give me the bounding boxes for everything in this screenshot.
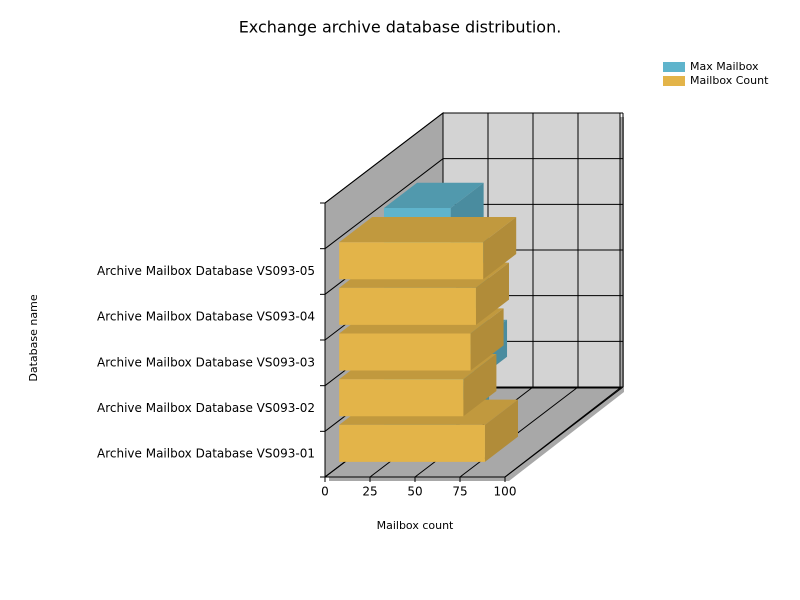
legend-label: Max Mailbox [690, 60, 759, 73]
bar-side [470, 308, 504, 371]
x-axis-title: Mailbox count [377, 519, 454, 532]
grid-line [459, 386, 579, 478]
bar-front [339, 424, 485, 462]
grid-line [504, 386, 624, 478]
bar-top [384, 182, 484, 208]
legend-label: Mailbox Count [690, 74, 769, 87]
bar-side [463, 354, 497, 417]
bar-top [339, 217, 517, 243]
bar-front [339, 242, 484, 280]
legend-swatch [663, 76, 685, 86]
y-tick-label: Archive Mailbox Database VS093-01 [97, 447, 315, 461]
bar-side [483, 217, 517, 280]
x-tick-label: 50 [407, 485, 422, 499]
x-tick-label: 100 [494, 485, 517, 499]
y-tick-label: Archive Mailbox Database VS093-03 [97, 355, 315, 369]
bar-front [339, 287, 476, 325]
grid-line [324, 158, 444, 250]
x-tick-label: 75 [452, 485, 467, 499]
bar [339, 217, 517, 280]
x-tick-label: 0 [321, 485, 329, 499]
x-tick-label: 25 [362, 485, 377, 499]
bar-front [339, 379, 464, 417]
chart-title: Exchange archive database distribution. [239, 18, 562, 37]
y-tick-label: Archive Mailbox Database VS093-05 [97, 264, 315, 278]
bar-side [475, 262, 509, 325]
y-axis-title: Database name [27, 294, 40, 381]
legend-swatch [663, 62, 685, 72]
bar-front [339, 333, 471, 371]
bar-side [484, 399, 518, 462]
y-tick-label: Archive Mailbox Database VS093-02 [97, 401, 315, 415]
grid-line [324, 112, 444, 204]
y-tick-label: Archive Mailbox Database VS093-04 [97, 310, 315, 324]
